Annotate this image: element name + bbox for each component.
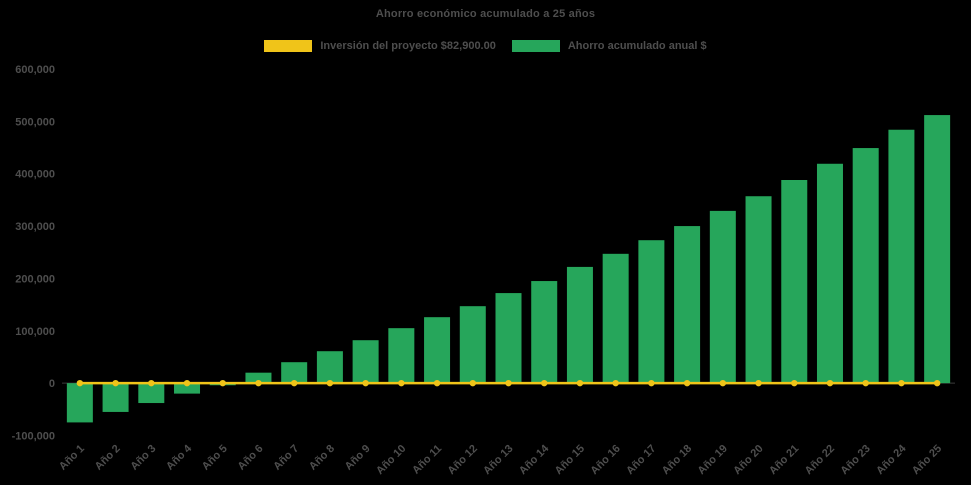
bar-año-3 bbox=[138, 383, 165, 404]
investment-line-marker bbox=[148, 379, 155, 387]
x-tick-label: Año 4 bbox=[164, 442, 195, 473]
investment-line-marker bbox=[541, 379, 548, 387]
bar-año-14 bbox=[531, 281, 558, 384]
investment-line-marker bbox=[362, 379, 369, 387]
x-tick-label: Año 25 bbox=[910, 443, 944, 477]
y-tick-label: 0 bbox=[49, 378, 55, 390]
investment-line-marker bbox=[933, 379, 941, 387]
investment-line-marker bbox=[290, 379, 298, 387]
x-tick-label: Año 6 bbox=[235, 443, 265, 473]
x-tick-label: Año 3 bbox=[128, 443, 158, 473]
bar-año-16 bbox=[602, 253, 629, 384]
investment-line-marker bbox=[505, 379, 512, 387]
investment-line-marker bbox=[898, 379, 905, 387]
bar-año-17 bbox=[638, 240, 665, 384]
bar-año-12 bbox=[459, 306, 486, 384]
bar-año-11 bbox=[424, 317, 451, 384]
x-tick-label: Año 14 bbox=[517, 442, 552, 477]
y-tick-label: 600,000 bbox=[15, 64, 55, 76]
investment-line-marker bbox=[648, 379, 655, 387]
bar-año-13 bbox=[495, 293, 522, 384]
x-tick-label: Año 16 bbox=[588, 443, 622, 477]
bar-año-19 bbox=[709, 210, 736, 384]
investment-line-marker bbox=[791, 379, 798, 387]
investment-line-marker bbox=[469, 379, 476, 387]
x-tick-label: Año 21 bbox=[767, 443, 801, 477]
bar-año-18 bbox=[674, 226, 701, 384]
bar-año-8 bbox=[316, 351, 343, 384]
x-tick-label: Año 1 bbox=[57, 443, 87, 473]
bar-año-21 bbox=[781, 179, 808, 384]
investment-line-marker bbox=[433, 379, 441, 387]
bar-año-4 bbox=[174, 383, 201, 394]
investment-line-marker bbox=[576, 379, 584, 387]
bar-año-22 bbox=[816, 163, 843, 384]
legend-swatch-investment bbox=[264, 40, 313, 52]
investment-line-marker bbox=[76, 379, 84, 387]
x-tick-label: Año 11 bbox=[410, 443, 444, 477]
y-tick-label: 100,000 bbox=[15, 326, 55, 338]
legend-item-investment: Inversión del proyecto $82,900.00 bbox=[264, 40, 496, 52]
investment-line-marker bbox=[326, 379, 334, 387]
x-tick-label: Año 15 bbox=[553, 443, 587, 477]
x-tick-label: Año 22 bbox=[803, 443, 837, 477]
x-tick-label: Año 2 bbox=[93, 443, 123, 473]
bar-año-6 bbox=[245, 372, 272, 384]
investment-line-marker bbox=[255, 379, 262, 387]
y-tick-label: 200,000 bbox=[15, 273, 55, 285]
y-tick-label: 300,000 bbox=[15, 221, 55, 233]
investment-line-marker bbox=[183, 379, 191, 387]
bar-año-7 bbox=[281, 362, 308, 384]
bar-año-24 bbox=[888, 129, 915, 384]
bar-año-25 bbox=[924, 115, 951, 384]
bar-año-20 bbox=[745, 196, 772, 384]
chart-title: Ahorro económico acumulado a 25 años bbox=[375, 8, 596, 20]
investment-line-marker bbox=[612, 379, 619, 387]
investment-line-marker bbox=[398, 379, 405, 387]
y-tick-label: 400,000 bbox=[15, 169, 55, 181]
investment-line-marker bbox=[755, 379, 762, 387]
bar-año-15 bbox=[566, 266, 593, 384]
investment-line-marker bbox=[862, 379, 869, 387]
x-tick-label: Año 12 bbox=[445, 443, 479, 477]
x-tick-label: Año 8 bbox=[307, 443, 337, 473]
investment-line-marker bbox=[826, 379, 834, 387]
x-tick-label: Año 19 bbox=[696, 443, 730, 477]
bar-año-9 bbox=[352, 340, 379, 384]
x-tick-label: Año 17 bbox=[624, 443, 658, 477]
legend-label-savings: Ahorro acumulado anual $ bbox=[567, 40, 707, 52]
investment-line-marker bbox=[719, 379, 727, 387]
x-tick-label: Año 10 bbox=[374, 443, 408, 477]
chart-legend: Inversión del proyecto $82,900.00 Ahorro… bbox=[0, 40, 971, 52]
x-tick-label: Año 20 bbox=[731, 443, 765, 477]
x-tick-label: Año 9 bbox=[343, 443, 373, 473]
y-tick-label: 500,000 bbox=[15, 116, 55, 128]
bar-año-1 bbox=[66, 383, 93, 423]
y-tick-label: -100,000 bbox=[12, 431, 55, 443]
legend-item-savings: Ahorro acumulado anual $ bbox=[511, 40, 707, 52]
bar-año-2 bbox=[102, 383, 129, 412]
bar-año-23 bbox=[852, 148, 879, 384]
x-tick-label: Año 24 bbox=[874, 442, 909, 477]
legend-swatch-savings bbox=[511, 40, 560, 52]
x-tick-label: Año 5 bbox=[200, 443, 230, 473]
x-tick-label: Año 7 bbox=[271, 443, 301, 473]
bar-año-10 bbox=[388, 328, 415, 384]
x-tick-label: Año 13 bbox=[481, 443, 515, 477]
x-tick-label: Año 18 bbox=[660, 443, 694, 477]
legend-label-investment: Inversión del proyecto $82,900.00 bbox=[320, 40, 496, 52]
x-tick-label: Año 23 bbox=[838, 443, 872, 477]
investment-line-marker bbox=[112, 379, 119, 387]
investment-line-marker bbox=[219, 379, 226, 387]
investment-line-marker bbox=[683, 379, 691, 387]
